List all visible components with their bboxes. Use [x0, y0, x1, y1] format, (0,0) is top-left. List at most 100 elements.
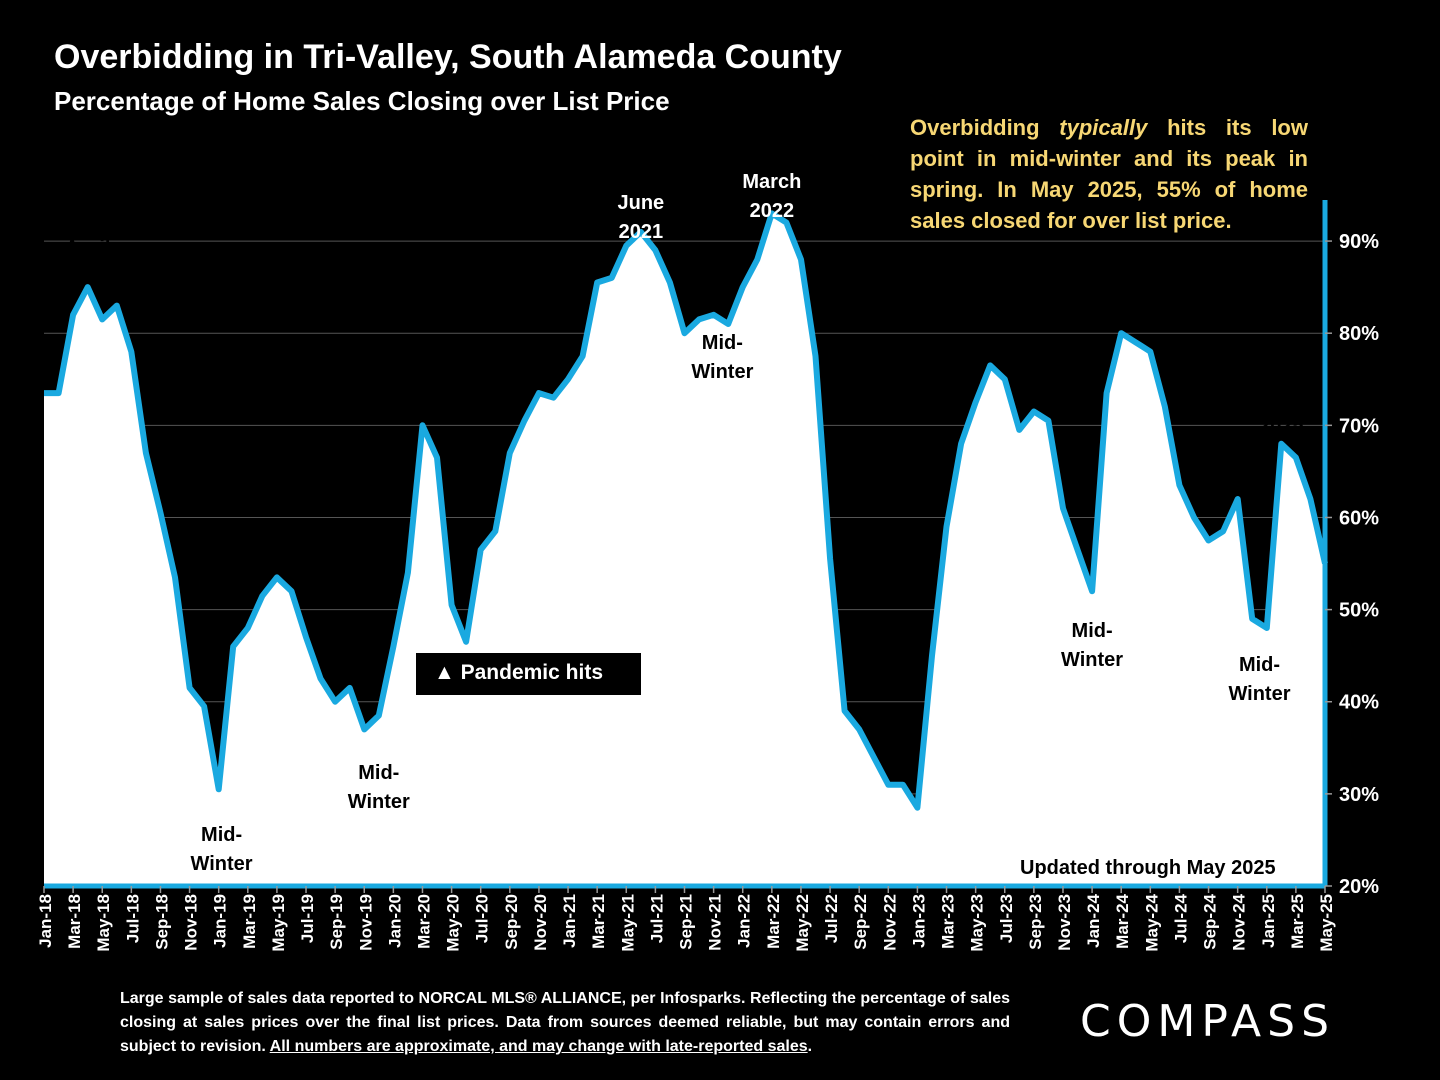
x-tick-label: Nov-23: [1055, 894, 1074, 951]
x-tick-label: May-19: [269, 894, 288, 952]
pandemic-label: ▲ Pandemic hits: [416, 653, 641, 695]
peak-trough-annotation: June 2021: [581, 189, 701, 247]
x-tick-label: Sep-18: [152, 894, 171, 950]
x-tick-label: Jan-24: [1084, 893, 1103, 947]
footer-underlined: All numbers are approximate, and may cha…: [269, 1038, 808, 1055]
peak-trough-annotation: June 2023: [930, 308, 1050, 366]
annotation-line: Mid-: [201, 823, 243, 846]
annotation-line: Mid-: [1071, 619, 1113, 642]
peak-trough-annotation: March 2022: [712, 168, 832, 226]
annotation-line: 2018: [65, 265, 110, 288]
peak-trough-annotation: May 2019: [217, 522, 337, 580]
seasonality-note-pre: Overbidding: [910, 115, 1060, 140]
x-tick-label: Jan-22: [735, 894, 754, 948]
x-tick-label: Sep-22: [851, 894, 870, 950]
annotation-line: June: [966, 311, 1014, 334]
x-tick-label: Jul-20: [473, 894, 492, 943]
series-line: [44, 210, 1328, 811]
annotation-line: 2024: [1098, 309, 1144, 332]
x-tick-label: May-21: [618, 894, 637, 952]
peak-trough-annotation: Mid- Winter: [1199, 651, 1319, 709]
x-tick-label: May-25: [1317, 894, 1336, 952]
x-tick-label: Jan-18: [36, 894, 55, 948]
x-tick-label: Mar-23: [939, 894, 958, 949]
footer-text: Large sample of sales data reported to N…: [120, 990, 1010, 1055]
x-tick-label: May-18: [94, 894, 113, 952]
peak-trough-annotation: Mid- Winter: [1032, 617, 1152, 675]
peak-trough-annotation: Feb. 2025: [1221, 383, 1341, 441]
annotation-line: 2022: [749, 200, 795, 223]
annotation-line: April: [64, 236, 111, 259]
x-tick-label: Mar-18: [65, 894, 84, 949]
annotation-line: May: [257, 525, 297, 548]
annotation-line: 2019: [254, 554, 300, 577]
footer-end: .: [807, 1038, 813, 1055]
y-tick-label: 90%: [1339, 231, 1379, 253]
peak-trough-annotation: Mid- Winter: [862, 831, 982, 889]
seasonality-note-emphasis: typically: [1059, 115, 1148, 140]
y-tick-label: 20%: [1339, 876, 1379, 898]
x-tick-label: Mar-22: [764, 894, 783, 949]
peak-trough-annotation: March 2024: [1061, 278, 1181, 336]
x-tick-label: Jul-22: [822, 894, 841, 943]
chart-subtitle: Percentage of Home Sales Closing over Li…: [54, 86, 670, 116]
x-tick-label: Jan-19: [211, 894, 230, 948]
y-tick-label: 70%: [1339, 415, 1379, 437]
x-tick-label: Jul-19: [298, 894, 317, 943]
x-tick-label: Jul-18: [123, 894, 142, 943]
annotation-line: Winter: [1061, 648, 1124, 671]
x-tick-label: Jan-23: [909, 894, 928, 948]
footer-disclaimer: Large sample of sales data reported to N…: [120, 987, 1010, 1059]
x-tick-label: May-24: [1142, 893, 1161, 951]
annotation-line: Winter: [347, 790, 410, 813]
annotation-line: March: [1091, 280, 1151, 303]
x-tick-labels: Jan-18 Mar-18 May-18 Jul-18 Sep-18 Nov-18 Jan-…: [36, 886, 1336, 952]
annotation-line: Mid-: [1238, 654, 1281, 677]
x-tick-label: Sep-19: [327, 894, 346, 950]
x-tick-label: May-22: [793, 894, 812, 952]
x-tick-label: Jan-20: [385, 894, 404, 948]
x-tick-label: Sep-21: [677, 894, 696, 950]
y-tick-label: 80%: [1339, 323, 1379, 345]
annotation-line: 2023: [967, 340, 1013, 363]
y-tick-label: 60%: [1339, 507, 1379, 529]
compass-logo: COMPASS: [1080, 996, 1335, 1047]
x-tick-label: Nov-21: [706, 894, 725, 951]
x-tick-label: Jan-25: [1259, 894, 1278, 948]
market-dynamics-note: Sales in 1 month mostly reflect market d…: [154, 171, 558, 227]
peak-trough-annotation: Mid- Winter: [162, 821, 282, 879]
annotation-line: Mid-: [358, 761, 400, 784]
x-tick-label: Sep-24: [1201, 893, 1220, 949]
seasonality-note-post: hits its low point in mid-winter and its…: [910, 115, 1308, 233]
peak-trough-annotation: Mid- Winter: [319, 759, 439, 817]
x-tick-label: May-20: [444, 894, 463, 952]
annotation-line: Mid-: [901, 833, 943, 856]
x-tick-label: Jul-23: [997, 894, 1016, 943]
x-tick-label: Mar-25: [1288, 894, 1307, 949]
annotation-line: June: [617, 191, 665, 214]
updated-label: Updated through May 2025: [1020, 857, 1276, 879]
peak-trough-annotation: April 2018: [28, 234, 148, 292]
annotation-line: March: [742, 171, 802, 194]
y-tick-label: 30%: [1339, 784, 1379, 806]
cities-note: Pertaining to the cities of Fremont, Hay…: [163, 259, 561, 324]
annotation-line: Feb.: [1260, 385, 1302, 408]
x-tick-label: Jan-21: [560, 894, 579, 948]
x-tick-label: Nov-18: [182, 894, 201, 951]
annotation-line: Winter: [190, 852, 253, 875]
annotation-line: Winter: [890, 862, 953, 885]
x-tick-label: Mar-19: [240, 894, 259, 949]
y-tick-label: 40%: [1339, 692, 1379, 714]
seasonality-note: Overbidding typically hits its low point…: [910, 112, 1308, 236]
x-tick-label: Sep-20: [502, 894, 521, 950]
annotation-line: Winter: [1228, 683, 1291, 706]
x-tick-label: Sep-23: [1026, 894, 1045, 950]
x-tick-label: Mar-24: [1113, 893, 1132, 948]
annotation-line: 2021: [618, 220, 664, 243]
annotation-line: Winter: [691, 360, 754, 383]
x-tick-label: Nov-19: [356, 894, 375, 951]
x-tick-label: May-23: [968, 894, 987, 952]
y-tick-labels: 20% 30% 40% 50% 60% 70% 80% 90%: [1325, 231, 1379, 898]
x-tick-label: Jul-24: [1171, 893, 1190, 943]
